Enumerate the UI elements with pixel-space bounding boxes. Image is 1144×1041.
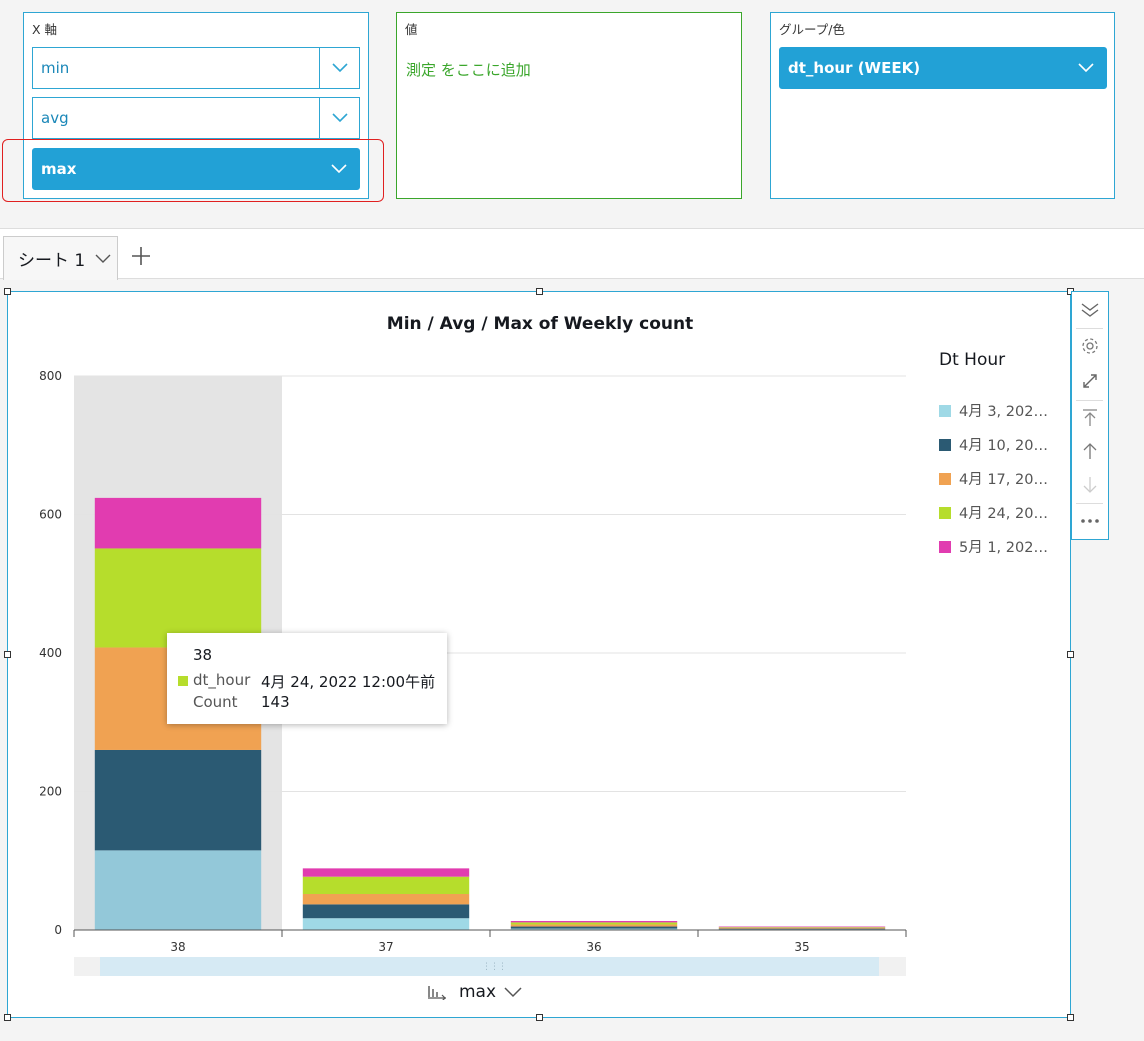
tooltip-value-count: 143 xyxy=(261,693,290,711)
tooltip-header: 38 xyxy=(193,646,213,664)
legend-item[interactable]: 4月 3, 202… xyxy=(939,400,1048,421)
legend-item[interactable]: 4月 10, 20… xyxy=(939,434,1048,455)
legend-title: Dt Hour xyxy=(939,350,1006,370)
chart-scrollbar-thumb[interactable] xyxy=(100,957,879,976)
expand-button[interactable] xyxy=(1072,365,1107,397)
legend-swatch xyxy=(939,472,951,485)
chevron-down-icon[interactable] xyxy=(319,48,359,88)
x-axis-well[interactable]: X 軸 min avg max xyxy=(23,12,369,199)
group-color-well[interactable]: グループ/色 dt_hour (WEEK) xyxy=(770,12,1115,199)
tooltip-swatch xyxy=(178,676,188,686)
arrow-up-icon xyxy=(1083,443,1096,459)
legend-item[interactable]: 4月 17, 20… xyxy=(939,468,1048,489)
axis-selector-label: max xyxy=(459,982,497,1002)
value-well-hint: 測定 をここに追加 xyxy=(406,61,531,79)
legend-swatch xyxy=(939,404,951,417)
value-well-title: 値 xyxy=(405,22,418,37)
double-chevron-down-icon xyxy=(1081,303,1098,317)
x-axis-field-max[interactable]: max xyxy=(32,148,360,190)
group-well-title: グループ/色 xyxy=(779,22,845,37)
visual-menu-toolbar xyxy=(1071,291,1109,540)
resize-handle[interactable] xyxy=(536,288,543,295)
move-to-top-button[interactable] xyxy=(1072,402,1107,434)
resize-handle[interactable] xyxy=(4,288,11,295)
tooltip-value-dt-hour: 4月 24, 2022 12:00午前 xyxy=(261,673,436,691)
gear-icon xyxy=(1081,338,1098,354)
chevron-down-icon[interactable] xyxy=(319,98,359,138)
tooltip-label-count: Count xyxy=(193,693,238,711)
chevron-down-icon[interactable] xyxy=(95,249,111,269)
legend-swatch xyxy=(939,438,951,451)
legend-label: 4月 10, 20… xyxy=(959,438,1048,454)
legend-label: 4月 17, 20… xyxy=(959,472,1048,488)
field-label-min: min xyxy=(41,59,70,77)
tooltip-label-dt-hour: dt_hour xyxy=(193,671,251,689)
legend-swatch xyxy=(939,540,951,553)
x-axis-field-avg[interactable]: avg xyxy=(32,97,360,139)
chevron-down-icon[interactable] xyxy=(319,149,359,189)
tab-label: シート 1 xyxy=(18,251,86,271)
resize-handle[interactable] xyxy=(1067,651,1074,658)
add-sheet-button[interactable] xyxy=(128,243,154,269)
collapse-button[interactable] xyxy=(1072,294,1107,326)
chevron-down-icon[interactable] xyxy=(1066,48,1106,88)
sheet-tab-bar: シート 1 xyxy=(0,228,1144,280)
x-axis-selector[interactable]: max xyxy=(427,982,522,1002)
ellipsis-icon xyxy=(1080,519,1099,523)
resize-handle[interactable] xyxy=(1067,1014,1074,1021)
move-down-button[interactable] xyxy=(1072,469,1107,501)
format-visual-button[interactable] xyxy=(1072,330,1107,362)
resize-handle[interactable] xyxy=(4,1014,11,1021)
group-field-dt-hour[interactable]: dt_hour (WEEK) xyxy=(779,47,1107,89)
value-well[interactable]: 値 測定 をここに追加 xyxy=(396,12,742,199)
x-axis-well-title: X 軸 xyxy=(32,22,58,37)
plus-icon xyxy=(132,247,150,265)
more-options-button[interactable] xyxy=(1072,505,1107,537)
arrow-to-top-icon xyxy=(1082,409,1097,426)
field-label-avg: avg xyxy=(41,109,69,127)
legend-item[interactable]: 4月 24, 20… xyxy=(939,502,1048,523)
field-label-max: max xyxy=(41,160,77,178)
x-axis-field-min[interactable]: min xyxy=(32,47,360,89)
sort-icon xyxy=(428,986,446,1000)
legend-label: 5月 1, 202… xyxy=(959,540,1048,556)
arrow-down-icon xyxy=(1083,477,1096,493)
expand-icon xyxy=(1082,374,1097,388)
tab-sheet-1[interactable]: シート 1 xyxy=(3,236,118,280)
move-up-button[interactable] xyxy=(1072,435,1107,467)
legend-label: 4月 24, 20… xyxy=(959,506,1048,522)
resize-handle[interactable] xyxy=(4,651,11,658)
legend-label: 4月 3, 202… xyxy=(959,404,1048,420)
scrollbar-grip-icon[interactable]: ⋮⋮⋮ xyxy=(482,962,507,972)
legend-swatch xyxy=(939,506,951,519)
chart-tooltip: 38 dt_hour 4月 24, 2022 12:00午前 Count 143 xyxy=(167,633,447,724)
visual-title: Min / Avg / Max of Weekly count xyxy=(386,314,694,334)
selection-highlight-box xyxy=(2,139,384,202)
group-field-label: dt_hour (WEEK) xyxy=(788,59,921,77)
resize-handle[interactable] xyxy=(536,1014,543,1021)
chevron-down-icon xyxy=(504,986,522,997)
legend-item[interactable]: 5月 1, 202… xyxy=(939,536,1048,557)
